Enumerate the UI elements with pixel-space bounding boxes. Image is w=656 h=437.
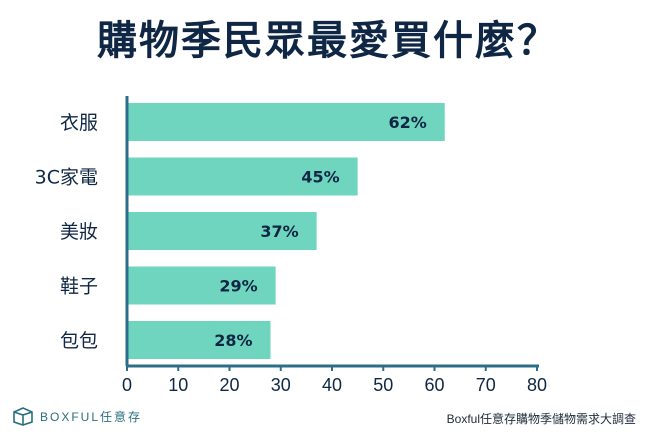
category-label: 衣服 <box>60 112 98 134</box>
category-label: 美妝 <box>60 221 98 243</box>
x-tick-label: 0 <box>122 375 132 395</box>
category-label: 3C家電 <box>35 167 98 189</box>
box-icon <box>13 407 33 426</box>
bar <box>127 266 276 305</box>
brand-name: BOXFUL任意存 <box>40 409 143 424</box>
bar <box>127 157 358 196</box>
bar <box>127 321 271 359</box>
x-tick-label: 20 <box>219 375 239 395</box>
bar-value-label: 45% <box>301 168 339 187</box>
bar-value-label: 62% <box>388 113 426 132</box>
bar-value-label: 29% <box>219 277 257 296</box>
source-note: Boxful任意存購物季儲物需求大調查 <box>446 412 636 426</box>
bar-value-label: 28% <box>214 331 252 350</box>
x-tick-label: 70 <box>476 375 496 395</box>
x-tick-label: 80 <box>527 375 547 395</box>
x-tick-label: 40 <box>322 375 342 395</box>
bar-value-label: 37% <box>260 222 298 241</box>
x-tick-label: 50 <box>373 375 393 395</box>
chart-title: 購物季民眾最愛買什麼？ <box>97 18 559 64</box>
brand-logo: BOXFUL任意存 <box>12 406 142 426</box>
x-tick-label: 10 <box>168 375 188 395</box>
category-label: 鞋子 <box>60 276 98 298</box>
category-label: 包包 <box>60 330 98 352</box>
x-tick-label: 30 <box>271 375 291 395</box>
bar <box>127 103 445 141</box>
bar <box>127 212 317 250</box>
x-tick-label: 60 <box>424 375 444 395</box>
